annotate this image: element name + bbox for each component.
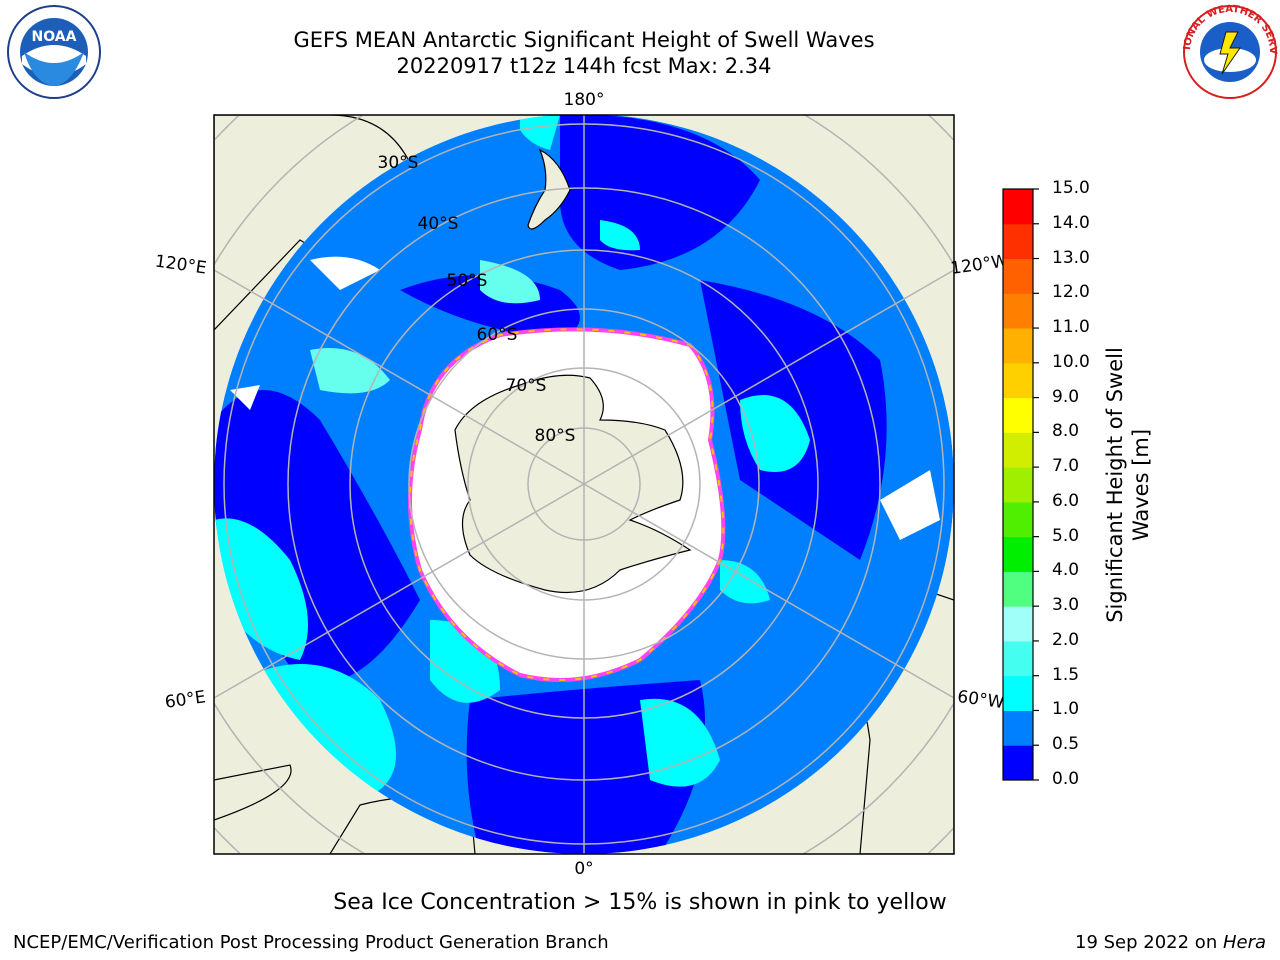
colorbar: [1003, 188, 1039, 781]
lon-label-120e: 120°E: [154, 252, 208, 279]
colorbar-frame: [1002, 188, 1034, 781]
noaa-logo: NOAA: [7, 5, 101, 99]
colorbar-segment: [1003, 536, 1033, 572]
colorbar-segment: [1003, 223, 1033, 260]
land-antarctica: [454, 374, 692, 594]
lat-label-30s: 30°S: [378, 153, 419, 173]
colorbar-tick-label: 6.0: [1052, 490, 1080, 511]
ocean-swell-west: [214, 518, 308, 660]
colorbar-tick-label: 11.0: [1052, 317, 1090, 338]
colorbar-tick-label: 0.5: [1052, 734, 1080, 755]
ocean-swell-east: [740, 395, 810, 472]
lat-label-80s: 80°S: [535, 426, 576, 446]
colorbar-tick-label: 9.0: [1052, 386, 1080, 407]
sea-ice-note: Sea Ice Concentration > 15% is shown in …: [333, 890, 947, 915]
lon-label-180: 180°: [564, 90, 605, 110]
sea-ice-edge: [409, 328, 725, 681]
footer-credit: NCEP/EMC/Verification Post Processing Pr…: [13, 932, 609, 953]
footer-date-text: 19 Sep 2022 on: [1075, 932, 1223, 953]
lat-label-70s: 70°S: [506, 376, 547, 396]
lon-label-0: 0°: [574, 859, 593, 879]
colorbar-segment: [1003, 397, 1033, 433]
colorbar-segment: [1003, 606, 1033, 642]
colorbar-tick-label: 4.0: [1052, 560, 1080, 581]
colorbar-segment: [1003, 467, 1033, 503]
map-frame: [213, 114, 955, 855]
lat-label-60s: 60°S: [477, 325, 518, 345]
graticule: [214, 115, 954, 854]
colorbar-segment: [1003, 710, 1033, 746]
footer-host: Hera: [1222, 932, 1266, 953]
colorbar-tick-label: 8.0: [1052, 421, 1080, 442]
colorbar-segment: [1003, 293, 1033, 329]
colorbar-tick-label: 3.0: [1052, 595, 1080, 616]
colorbar-tick-label: 13.0: [1052, 247, 1090, 268]
lon-label-120w: 120°W: [949, 251, 1009, 279]
colorbar-segment: [1003, 571, 1033, 607]
chart-title: GEFS MEAN Antarctic Significant Height o…: [293, 28, 875, 52]
colorbar-tick-label: 2.0: [1052, 629, 1080, 650]
colorbar-label-line1: Significant Height of Swell: [1103, 347, 1127, 623]
colorbar-segment: [1003, 745, 1033, 781]
colorbar-tick-label: 12.0: [1052, 282, 1090, 303]
colorbar-tick-label: 1.0: [1052, 699, 1080, 720]
chart-subtitle: 20220917 t12z 144h fcst Max: 2.34: [396, 54, 772, 78]
colorbar-segment: [1003, 189, 1033, 225]
colorbar-segment: [1003, 328, 1033, 364]
colorbar-tick-label: 14.0: [1052, 212, 1090, 233]
colorbar-tick-label: 15.0: [1052, 178, 1090, 198]
colorbar-segment: [1003, 362, 1033, 399]
lon-label-60w: 60°W: [956, 687, 1005, 713]
colorbar-segment: [1003, 258, 1033, 294]
colorbar-segment: [1003, 675, 1033, 711]
noaa-logo-text: NOAA: [32, 29, 77, 45]
colorbar-tick-label: 7.0: [1052, 456, 1080, 477]
lat-label-40s: 40°S: [418, 214, 459, 234]
footer-date: 19 Sep 2022 on Hera: [1075, 932, 1266, 953]
colorbar-label: Significant Height of Swell Waves [m]: [1102, 347, 1154, 623]
colorbar-segment: [1003, 501, 1033, 538]
colorbar-segment: [1003, 640, 1033, 677]
lon-label-60e: 60°E: [164, 687, 207, 712]
colorbar-tick-label: 0.0: [1052, 769, 1080, 789]
lat-label-50s: 50°S: [447, 271, 488, 291]
nws-logo: NATIONAL WEATHER SERVICE: [1180, 4, 1278, 99]
colorbar-tick-label: 1.5: [1052, 664, 1080, 685]
colorbar-segment: [1003, 432, 1033, 468]
colorbar-label-line2: Waves [m]: [1129, 428, 1153, 542]
colorbar-tick-label: 10.0: [1052, 351, 1090, 372]
colorbar-tick-label: 5.0: [1052, 525, 1080, 546]
